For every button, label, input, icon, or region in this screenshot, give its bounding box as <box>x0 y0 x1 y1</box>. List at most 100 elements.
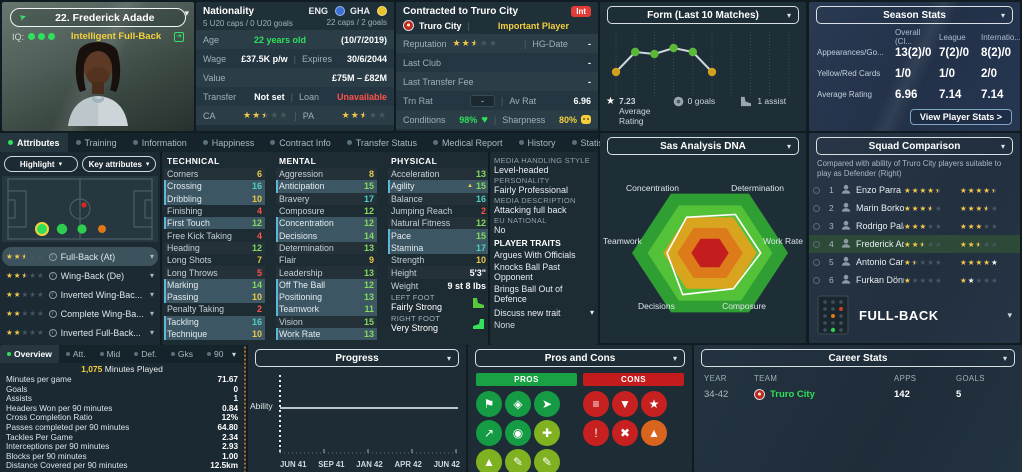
media-column: MEDIA HANDLING STYLE Level-headed PERSONAL… <box>490 152 598 345</box>
overview-stat-label: Headers Won per 90 minutes <box>6 403 113 413</box>
player-trait: Knocks Ball Past Opponent <box>494 262 561 283</box>
tab-contract-info[interactable]: Contract Info <box>262 133 339 152</box>
tab-information[interactable]: Information <box>125 133 195 152</box>
view-player-stats-button[interactable]: View Player Stats > <box>909 109 1012 125</box>
progress-dropdown[interactable]: Progress ▾ <box>255 349 459 367</box>
dna-dropdown[interactable]: Sas Analysis DNA ▾ <box>607 137 799 155</box>
attribute-value: 14 <box>363 230 374 241</box>
tab-medical-report[interactable]: Medical Report <box>425 133 511 152</box>
discuss-new-trait-label: Discuss new trait <box>494 307 561 318</box>
chevron-down-icon[interactable]: ▾ <box>149 328 154 337</box>
overview-tab-overview[interactable]: Overview <box>0 345 59 363</box>
radio-icon[interactable] <box>813 222 820 230</box>
chevron-down-icon[interactable]: ▾ <box>1007 309 1012 320</box>
star-icon: ★ <box>927 205 934 213</box>
chevron-down-icon[interactable]: ▾ <box>149 252 154 261</box>
squad-row[interactable]: 2 Marin Borko ★ ★ ★ ★ ★ ★ ★ ★ ★ ★ <box>809 199 1020 217</box>
tab-happiness[interactable]: Happiness <box>195 133 263 152</box>
progress-panel: Progress ▾ Ability JUN 41 SEP 41 JAN 42 APR… <box>248 345 466 472</box>
squad-player-name[interactable]: Antonio Caro <box>856 257 904 268</box>
career-year: 34-42 <box>704 388 729 400</box>
chevron-down-icon[interactable]: ▾ <box>149 290 154 299</box>
overview-tab-att[interactable]: Att. <box>59 345 93 363</box>
progress-xtick: SEP 41 <box>318 460 345 469</box>
highlight-dropdown[interactable]: Highlight ▾ <box>4 156 78 172</box>
star-icon: ★ <box>6 289 13 299</box>
position-dot <box>77 224 87 234</box>
ability-axis-label: Ability <box>250 401 273 411</box>
chevron-down-icon[interactable]: ▾ <box>231 349 236 359</box>
chevron-down-icon[interactable]: ▾ <box>149 271 154 280</box>
info-icon[interactable]: i <box>48 252 57 261</box>
career-team[interactable]: Truro City <box>754 388 894 400</box>
height-row: Height 5'3" <box>388 266 488 279</box>
attribute-change-arrow-icon: ▲ <box>467 183 473 190</box>
physical-header: PHYSICAL <box>391 156 438 166</box>
player-trait: Argues With Officials <box>494 250 576 260</box>
attribute-row: Long Throws 5 <box>164 266 265 278</box>
info-icon[interactable]: i <box>48 271 57 280</box>
season-stats-dropdown[interactable]: Season Stats ▾ <box>816 6 1013 24</box>
squad-row[interactable]: 1 Enzo Parra ★ ★ ★ ★ ★ ★ ★ ★ ★ ★ <box>809 181 1020 199</box>
tab-history[interactable]: History <box>511 133 564 152</box>
chevron-down-icon[interactable]: ▾ <box>149 309 154 318</box>
overview-tab-90[interactable]: 90 <box>200 345 230 363</box>
tab-transfer-status[interactable]: Transfer Status <box>339 133 425 152</box>
squad-player-name[interactable]: Frederick Adade <box>856 239 904 250</box>
scout-report-icon[interactable]: ➔ <box>174 31 184 42</box>
career-stats-dropdown[interactable]: Career Stats ▾ <box>701 349 1015 367</box>
position-row[interactable]: ★ ★ ★ ★ ★ i Complete Wing-Ba... ▾ <box>2 304 158 323</box>
info-icon[interactable]: i <box>48 328 57 337</box>
star-icon: ★ <box>975 221 983 231</box>
position-row[interactable]: ★ ★ ★ ★ ★ i Inverted Wing-Bac... ▾ <box>2 285 158 304</box>
player-name-dropdown[interactable]: ➤ 22. Frederick Adade <box>10 8 186 27</box>
club-name[interactable]: Truro City <box>419 20 462 31</box>
squad-player-name[interactable]: Enzo Parra <box>856 185 902 196</box>
squad-comparison-dropdown[interactable]: Squad Comparison ▾ <box>816 137 1013 155</box>
overview-tab-gks[interactable]: Gks <box>164 345 200 363</box>
tab-attributes[interactable]: Attributes <box>0 133 68 152</box>
star-icon: ★ <box>13 327 21 337</box>
form-dropdown[interactable]: Form (Last 10 Matches) ▾ <box>607 6 799 24</box>
discuss-new-trait[interactable]: Discuss new trait ▾ <box>494 308 594 318</box>
overview-tab-mid[interactable]: Mid <box>93 345 128 363</box>
overview-stat-row: Minutes per game 71.67 <box>0 375 244 385</box>
overview-tab-def[interactable]: Def. <box>127 345 164 363</box>
info-icon[interactable]: i <box>48 290 57 299</box>
attribute-value: 12 <box>363 206 374 217</box>
radio-icon[interactable] <box>813 186 820 194</box>
squad-player-name[interactable]: Marin Borko <box>856 203 904 214</box>
squad-player-name[interactable]: Furkan Dönmez <box>856 275 904 286</box>
attribute-row: Tackling 16 <box>164 315 265 328</box>
pros-cons-dropdown[interactable]: Pros and Cons ▾ <box>475 349 685 367</box>
star-icon: ★ <box>911 185 919 195</box>
info-icon[interactable]: i <box>48 309 57 318</box>
chevron-down-icon[interactable]: ▾ <box>184 8 189 18</box>
star-icon: ★ <box>990 203 998 213</box>
left-foot-row: LEFT FOOT Fairly Strong <box>388 292 488 313</box>
radio-icon[interactable] <box>813 240 820 248</box>
overview-tab-label: Def. <box>141 349 157 359</box>
overview-stat-value: 1 <box>233 394 238 404</box>
dna-axis-decisions: Decisions <box>638 301 675 311</box>
star-icon: ★ <box>960 203 967 213</box>
squad-player-name[interactable]: Rodrigo Palacio <box>856 221 904 232</box>
radio-icon[interactable] <box>813 276 820 284</box>
attribute-value: 9 <box>368 255 374 266</box>
radio-icon[interactable] <box>813 258 820 266</box>
star-icon: ★ <box>935 187 942 195</box>
tab-statistic[interactable]: Statistic <box>564 133 621 152</box>
position-row[interactable]: ★ ★ ★ ★ ★ i Inverted Full-Back... ▾ <box>2 323 158 342</box>
overview-stat-row: Interceptions per 90 minutes 2.93 <box>0 442 244 452</box>
radio-icon[interactable] <box>813 204 820 212</box>
left-boot-icon <box>473 297 484 308</box>
form-panel: Form (Last 10 Matches) ▾ ★ 7.23 Average … <box>600 2 806 131</box>
tab-training[interactable]: Training <box>68 133 125 152</box>
squad-row[interactable]: 5 Antonio Caro ★ ★ ★ ★ ★ ★ ★ ★ ★ ★ <box>809 253 1020 271</box>
key-attributes-dropdown[interactable]: Key attributes ▾ <box>82 156 156 172</box>
